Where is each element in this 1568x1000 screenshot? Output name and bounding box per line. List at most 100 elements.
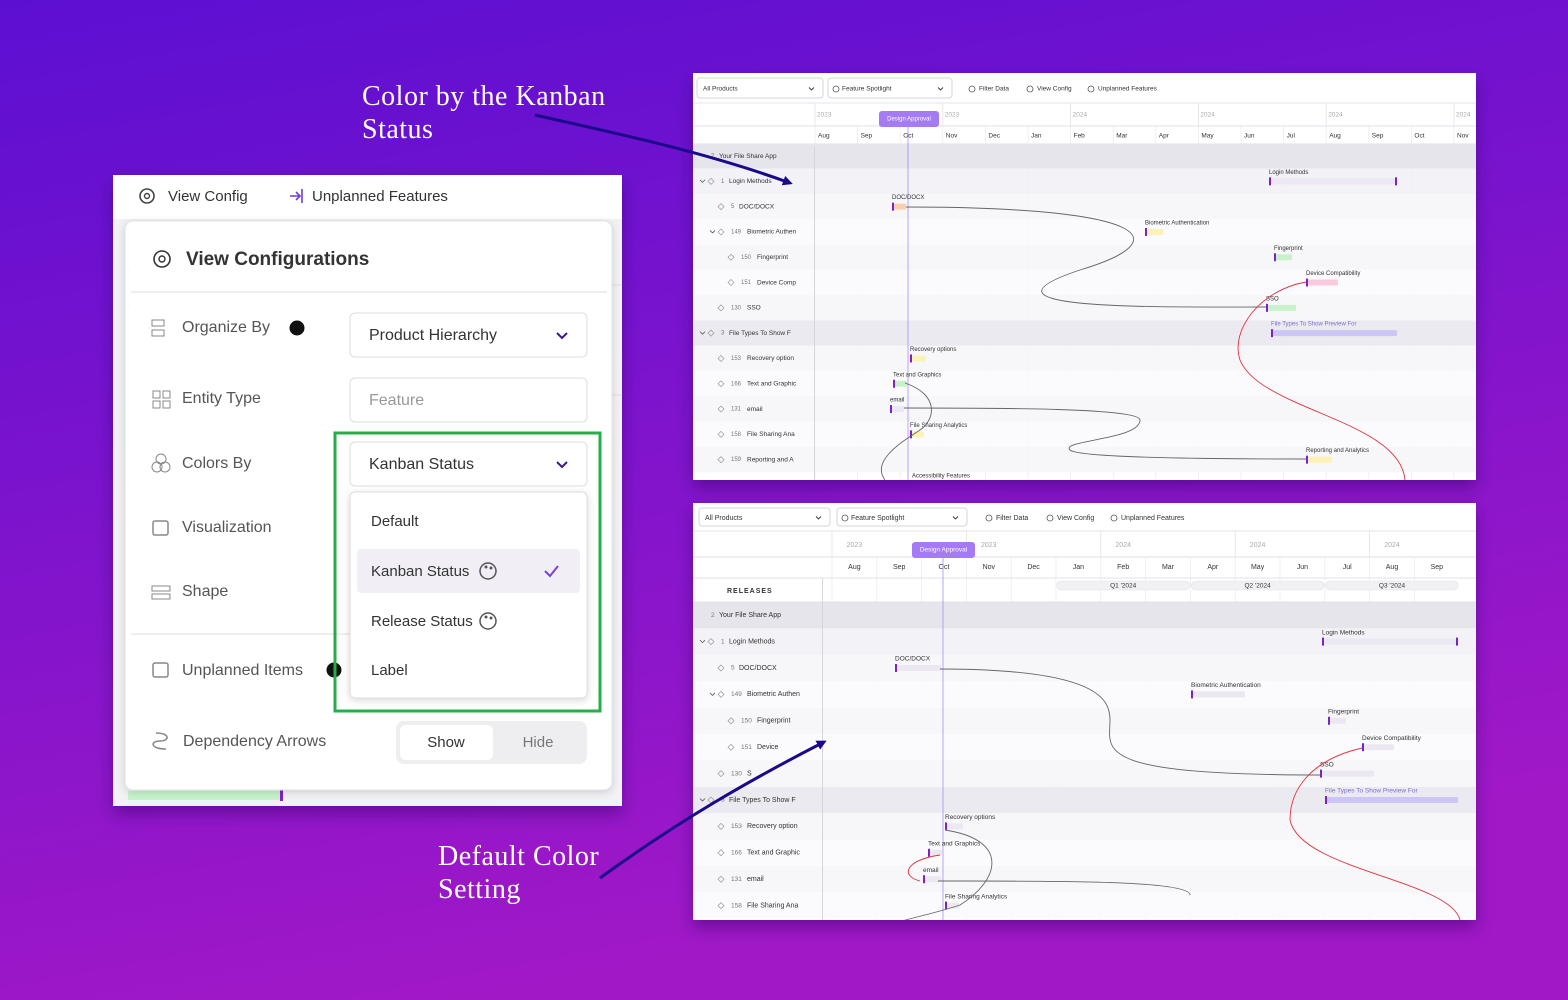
- option-highlight: [357, 549, 580, 593]
- bar-label[interactable]: Text and Graphics: [928, 841, 981, 848]
- toolbar-button[interactable]: View Config: [1037, 86, 1072, 93]
- month-label: Aug: [818, 133, 830, 140]
- feature-bar[interactable]: [1328, 717, 1346, 724]
- item-icon: [717, 380, 725, 388]
- toolbar-button[interactable]: Unplanned Features: [1121, 515, 1185, 522]
- dropdown[interactable]: [696, 77, 824, 99]
- bar-label[interactable]: SSO: [1266, 296, 1279, 302]
- feature-bar[interactable]: [1306, 279, 1338, 286]
- bar-label[interactable]: Text and Graphics: [893, 372, 941, 378]
- milestone-pill[interactable]: [912, 542, 975, 558]
- feature-bar[interactable]: [945, 902, 959, 909]
- feature-bar[interactable]: [928, 849, 942, 856]
- milestone-pill[interactable]: [879, 111, 939, 127]
- feature-bar[interactable]: [1320, 770, 1374, 777]
- menu-option[interactable]: Label: [371, 662, 408, 679]
- feature-bar[interactable]: [923, 876, 941, 883]
- toolbar-button[interactable]: Unplanned Features: [312, 188, 448, 205]
- feature-bar[interactable]: [893, 380, 907, 387]
- year-label: 2024: [1073, 112, 1088, 119]
- bar-label[interactable]: Fingerprint: [1328, 709, 1359, 716]
- bar-label[interactable]: Device Compatibility: [1306, 271, 1360, 277]
- item-icon: [727, 279, 735, 287]
- month-label: Apr: [1207, 564, 1219, 571]
- expand-chevron[interactable]: [709, 692, 716, 696]
- item-icon: [717, 228, 725, 236]
- toolbar-button[interactable]: Filter Data: [979, 86, 1009, 93]
- bar-start: [910, 354, 912, 363]
- select[interactable]: [349, 441, 588, 487]
- bar-label[interactable]: Recovery options: [910, 347, 956, 353]
- feature-bar[interactable]: [910, 431, 924, 438]
- palette-icon: [484, 615, 488, 619]
- menu-option[interactable]: Kanban Status: [371, 563, 469, 580]
- feature-bar[interactable]: [1191, 691, 1245, 698]
- bar-label[interactable]: File Types To Show Preview For: [1325, 788, 1418, 795]
- bar-label[interactable]: Device Compatibility: [1362, 735, 1422, 742]
- feature-bar[interactable]: [1271, 330, 1397, 337]
- toggle-option[interactable]: [400, 725, 493, 760]
- field-icon: [159, 461, 171, 473]
- bar-label[interactable]: Reporting and Analytics: [1306, 448, 1369, 454]
- toolbar-button[interactable]: View Config: [168, 188, 248, 205]
- item-icon: [727, 717, 735, 725]
- help-icon[interactable]: [289, 320, 305, 336]
- menu-option[interactable]: Default: [371, 513, 419, 530]
- select[interactable]: [349, 312, 588, 358]
- feature-bar[interactable]: [1325, 797, 1458, 803]
- dropdown[interactable]: [836, 507, 968, 527]
- feature-bar[interactable]: [1266, 304, 1296, 311]
- menu-option[interactable]: Release Status: [371, 613, 473, 630]
- row-id: 3: [721, 797, 725, 804]
- bar-label[interactable]: DOC/DOCX: [892, 195, 924, 201]
- bar-label[interactable]: Login Methods: [1269, 170, 1308, 176]
- bar-label[interactable]: File Sharing Analytics: [945, 893, 1008, 900]
- toggle-label[interactable]: Hide: [523, 734, 554, 751]
- feature-bar[interactable]: [1145, 228, 1163, 235]
- expand-chevron[interactable]: [709, 230, 716, 234]
- row-id: 151: [741, 744, 752, 751]
- bar-label[interactable]: Accessibility Features: [912, 474, 970, 480]
- row-name: Reporting and A: [747, 456, 794, 463]
- bar-label[interactable]: email: [923, 867, 939, 874]
- feature-bar[interactable]: [892, 203, 906, 210]
- dropdown[interactable]: [698, 507, 831, 527]
- globe-icon: [841, 514, 849, 522]
- toolbar-button[interactable]: Unplanned Features: [1098, 86, 1158, 93]
- expand-chevron[interactable]: [699, 639, 706, 644]
- feature-bar[interactable]: [1362, 744, 1394, 751]
- feature-bar[interactable]: [910, 355, 926, 362]
- row-bg: [693, 866, 1476, 893]
- toolbar-button[interactable]: View Config: [1057, 515, 1094, 522]
- bar-label[interactable]: Fingerprint: [1274, 246, 1303, 252]
- toolbar-button[interactable]: Filter Data: [996, 515, 1028, 522]
- bar-label[interactable]: SSO: [1320, 761, 1334, 768]
- month-label: Sep: [893, 564, 906, 571]
- row-name: email: [747, 876, 764, 883]
- bar-label[interactable]: Biometric Authentication: [1191, 682, 1261, 689]
- dropdown[interactable]: [827, 77, 953, 99]
- bar-label[interactable]: DOC/DOCX: [895, 656, 931, 663]
- bar-label[interactable]: Login Methods: [1322, 629, 1365, 636]
- feature-bar[interactable]: [1322, 638, 1458, 645]
- bar-label[interactable]: Recovery options: [945, 814, 996, 821]
- expand-chevron[interactable]: [699, 798, 706, 802]
- expand-chevron[interactable]: [699, 179, 706, 183]
- input[interactable]: [349, 377, 588, 423]
- feature-bar[interactable]: [1274, 254, 1292, 261]
- row-id: 2: [711, 612, 715, 619]
- feature-bar[interactable]: [895, 665, 941, 671]
- feature-bar[interactable]: [1269, 178, 1397, 185]
- feature-bar[interactable]: [890, 406, 904, 413]
- bar-label[interactable]: File Sharing Analytics: [910, 423, 967, 429]
- row-bg: [693, 654, 1476, 682]
- bar-label[interactable]: email: [890, 398, 904, 404]
- expand-chevron[interactable]: [699, 331, 706, 335]
- row-id: 149: [731, 230, 742, 236]
- feature-bar[interactable]: [945, 823, 963, 830]
- bar-label[interactable]: Biometric Authentication: [1145, 221, 1209, 227]
- feature-bar[interactable]: [1306, 456, 1332, 463]
- release-pill: [1191, 580, 1325, 591]
- bar-label[interactable]: File Types To Show Preview For: [1271, 322, 1356, 328]
- toolbar-icon: [1110, 514, 1118, 522]
